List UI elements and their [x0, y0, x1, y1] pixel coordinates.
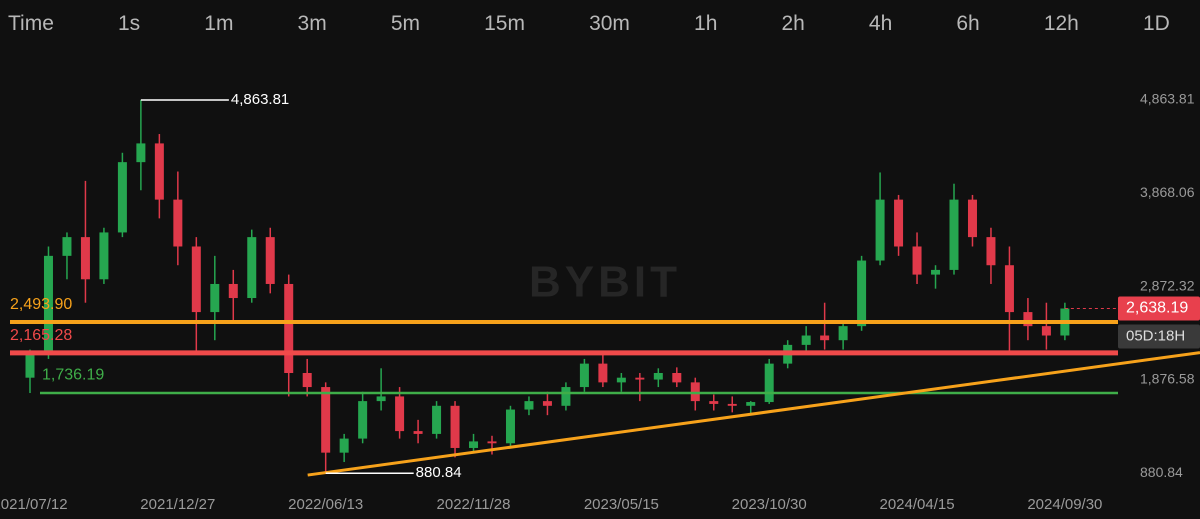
- candle-body: [598, 363, 608, 383]
- x-tick-label: 2023/10/30: [732, 496, 807, 513]
- candle-body: [62, 237, 72, 256]
- candle-body: [173, 199, 183, 247]
- x-tick-label: 2024/04/15: [880, 496, 955, 513]
- interval-tab[interactable]: 1h: [694, 12, 718, 35]
- candle-body: [764, 363, 774, 403]
- candle-body: [820, 335, 830, 341]
- x-tick-label: 2024/09/30: [1027, 496, 1102, 513]
- interval-tab[interactable]: Time: [8, 12, 54, 35]
- candle-body: [616, 377, 626, 383]
- interval-tab[interactable]: 6h: [956, 12, 980, 35]
- interval-tab[interactable]: 3m: [297, 12, 327, 35]
- candle-body: [487, 441, 497, 444]
- interval-tab[interactable]: 2h: [781, 12, 805, 35]
- candle-body: [432, 405, 442, 434]
- candle-body: [542, 401, 552, 406]
- candle-body: [967, 199, 977, 238]
- x-tick-label: 2023/05/15: [584, 496, 659, 513]
- candle-body: [247, 237, 257, 299]
- candle-body: [672, 372, 682, 383]
- candle-body: [986, 237, 996, 266]
- interval-tab[interactable]: 1m: [204, 12, 234, 35]
- interval-tab[interactable]: 15m: [484, 12, 525, 35]
- level-label: 1,736.19: [42, 366, 104, 383]
- y-tick-label: 4,863.81: [1140, 91, 1195, 107]
- level-label: 2,165.28: [10, 327, 72, 344]
- y-tick-label: 1,876.58: [1140, 371, 1195, 387]
- candle-body: [228, 283, 238, 299]
- last-price-box: [1118, 296, 1200, 321]
- interval-tab[interactable]: 1s: [117, 12, 141, 35]
- candle-body: [561, 387, 571, 406]
- candle-body: [413, 431, 423, 434]
- candle-body: [875, 199, 885, 261]
- candle-body: [1041, 326, 1051, 336]
- y-tick-label: 2,872.32: [1140, 277, 1195, 293]
- candle-body: [43, 255, 53, 355]
- candle-body: [395, 396, 405, 432]
- candle-body: [284, 283, 294, 373]
- candle-body: [80, 237, 90, 280]
- interval-tab[interactable]: 5m: [390, 12, 421, 35]
- interval-tab[interactable]: 12h: [1043, 12, 1079, 35]
- candle-body: [321, 387, 331, 453]
- candle-body: [801, 335, 811, 345]
- candle-body: [709, 401, 719, 404]
- candle-body: [99, 232, 109, 280]
- candle-body: [690, 382, 700, 402]
- x-tick-label: 2022/11/28: [437, 496, 511, 513]
- candle-body: [727, 403, 737, 406]
- candle-body: [302, 372, 312, 388]
- candle-body: [857, 260, 867, 327]
- candle-body: [265, 237, 275, 284]
- candle-body: [912, 246, 922, 275]
- candle-body: [1004, 265, 1014, 313]
- candle-body: [1023, 312, 1033, 327]
- countdown-label: 05D:18H: [1126, 327, 1185, 344]
- candle-body: [949, 199, 959, 270]
- candle-body: [210, 283, 220, 313]
- candle-body: [894, 199, 904, 247]
- interval-tab[interactable]: 30m: [589, 12, 630, 35]
- trend-line: [307, 351, 1200, 477]
- candle-body: [746, 402, 756, 406]
- candle-body: [117, 162, 127, 233]
- watermark: BYBIT: [529, 258, 681, 307]
- candle-body: [25, 354, 35, 378]
- candle-body: [450, 405, 460, 448]
- interval-tabs: Time 1s 1m 3m 5m 15m 30m 1h 2h 4h 6h 12h 1D: [0, 12, 1200, 36]
- countdown-box: [1118, 324, 1200, 349]
- interval-tab[interactable]: 1D: [1142, 12, 1170, 35]
- candle-body: [505, 409, 515, 444]
- candle-body: [931, 269, 941, 275]
- y-tick-label: 880.84: [1140, 464, 1183, 480]
- last-price-label: 2,638.19: [1126, 300, 1188, 317]
- candle-body: [635, 377, 645, 380]
- level-label: 2,493.90: [10, 296, 72, 313]
- candle-body: [524, 401, 534, 410]
- candle-body: [579, 363, 589, 388]
- candle-body: [469, 441, 479, 448]
- x-tick-label: 2022/06/13: [288, 496, 363, 513]
- candle-body: [136, 143, 146, 163]
- candle-body: [653, 372, 663, 380]
- x-tick-label: 2021/07/12: [0, 496, 68, 513]
- extreme-label: 880.84: [416, 464, 462, 481]
- x-tick-label: 2021/12/27: [140, 496, 215, 513]
- candle-body: [376, 396, 386, 402]
- y-tick-label: 3,868.06: [1140, 184, 1195, 200]
- candle-body: [154, 143, 164, 200]
- extreme-label: 4,863.81: [231, 91, 289, 108]
- interval-tab[interactable]: 4h: [868, 12, 893, 35]
- candle-body: [838, 326, 848, 341]
- candle-body: [358, 401, 368, 439]
- candle-body: [191, 246, 201, 313]
- candle-body: [339, 438, 349, 453]
